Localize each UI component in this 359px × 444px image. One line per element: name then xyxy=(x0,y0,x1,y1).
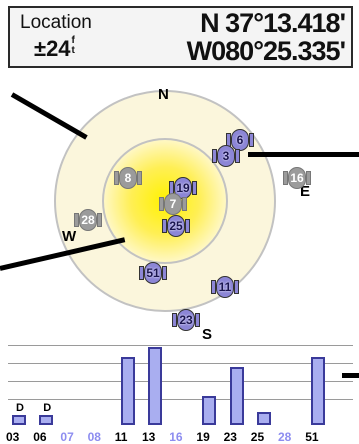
signal-bar-03 xyxy=(12,415,26,425)
satellite-6[interactable]: 6 xyxy=(226,128,254,152)
signal-bar-11 xyxy=(120,357,135,425)
satellite-51[interactable]: 51 xyxy=(139,261,167,285)
compass-west: W xyxy=(62,228,77,245)
satellite-28[interactable]: 28 xyxy=(74,208,102,232)
accuracy-readout: ±24f t xyxy=(34,36,75,62)
signal-bar-label-07: 07 xyxy=(60,430,74,444)
signal-bar-23 xyxy=(229,367,244,425)
signal-bar-25 xyxy=(256,412,271,425)
signal-bar-label-28: 28 xyxy=(278,430,292,444)
compass-south: S xyxy=(202,326,213,343)
accuracy-unit-bottom: t xyxy=(71,45,75,56)
signal-gridline xyxy=(8,345,353,346)
signal-bar-label-13: 13 xyxy=(142,430,156,444)
signal-bar-label-25: 25 xyxy=(250,430,265,444)
satellite-19[interactable]: 19 xyxy=(169,176,197,200)
signal-gridline xyxy=(8,363,353,364)
signal-bar-label-16: 16 xyxy=(169,430,183,444)
signal-bar-label-19: 19 xyxy=(196,430,210,444)
accuracy-value: ±24 xyxy=(34,36,71,61)
signal-bar-label-11: 11 xyxy=(114,430,128,444)
signal-bar-19 xyxy=(202,396,217,425)
signal-bar-label-03: 03 xyxy=(6,430,20,444)
satellite-25[interactable]: 25 xyxy=(162,214,190,238)
satellite-23[interactable]: 23 xyxy=(172,308,200,332)
satellite-3[interactable]: 3 xyxy=(212,144,240,168)
signal-bar-13 xyxy=(148,347,162,425)
signal-bar-label-23: 23 xyxy=(223,430,237,444)
signal-bar-label-51: 51 xyxy=(305,430,319,444)
signal-bar-51 xyxy=(311,357,326,425)
compass-north: N xyxy=(158,86,169,103)
longitude-readout: W080°25.335' xyxy=(186,36,346,66)
satellite-16[interactable]: 16 xyxy=(283,166,311,190)
signal-bar-label-06: 06 xyxy=(33,430,47,444)
location-header: Location ±24f t N 37°13.418' W080°25.335' xyxy=(8,6,353,68)
satellite-7[interactable]: 7 xyxy=(159,192,187,216)
satellite-11[interactable]: 11 xyxy=(211,275,239,299)
satellite-8[interactable]: 8 xyxy=(114,166,142,190)
differential-marker: D xyxy=(43,402,52,414)
accuracy-unit-top: f xyxy=(71,35,75,46)
signal-gridline xyxy=(8,399,353,400)
location-label: Location xyxy=(20,12,92,33)
satellite-sky-view: N E S W 6 3 8 16 19 7 28 25 51 11 23 xyxy=(0,70,359,343)
signal-bar-label-08: 08 xyxy=(87,430,101,444)
signal-gridline xyxy=(8,381,353,382)
signal-bar-06 xyxy=(39,415,54,425)
differential-marker: D xyxy=(16,402,24,414)
callout-line-ne xyxy=(248,152,359,157)
callout-line-chart xyxy=(342,373,359,378)
latitude-readout: N 37°13.418' xyxy=(200,8,346,38)
compass-east: E xyxy=(300,183,311,200)
